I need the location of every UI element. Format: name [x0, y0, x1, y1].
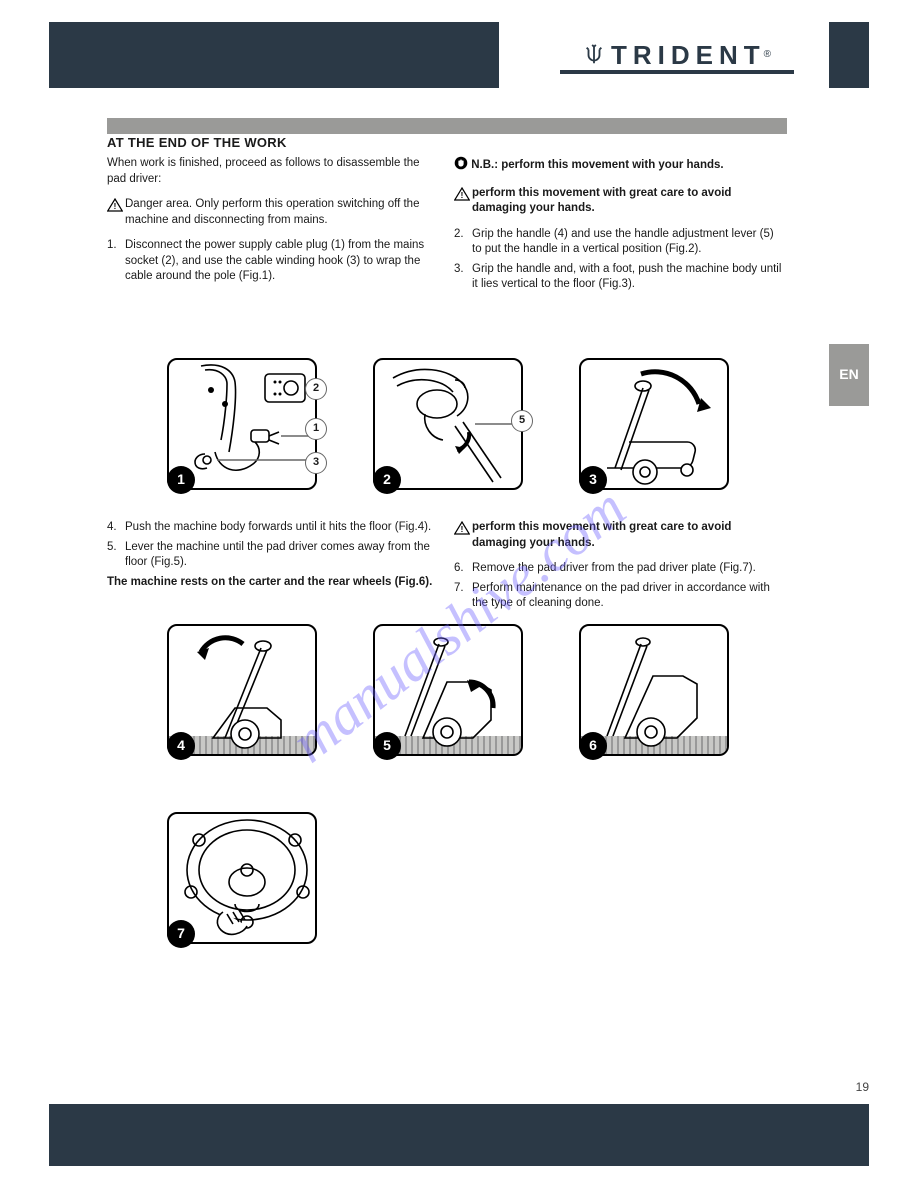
figure-7-badge: 7	[167, 920, 195, 948]
step-7: 7. Perform maintenance on the pad driver…	[454, 581, 784, 612]
hand-icon	[454, 156, 468, 176]
step-2: 2. Grip the handle (4) and use the handl…	[454, 227, 784, 258]
step-6: 6. Remove the pad driver from the pad dr…	[454, 561, 784, 577]
callout-2: 2	[305, 378, 327, 400]
warning-text-2: perform this movement with great care to…	[472, 187, 731, 215]
figure-6: 6	[579, 624, 729, 756]
step-4: 4. Push the machine body forwards until …	[107, 520, 437, 536]
warning-text: Danger area. Only perform this operation…	[125, 197, 437, 228]
body-col-left: When work is finished, proceed as follow…	[107, 156, 437, 289]
figure-1: 2 1 3 1	[167, 358, 317, 490]
body-col-right-2: ! perform this movement with great care …	[454, 520, 784, 616]
header-right-bar	[829, 22, 869, 88]
step-3-text: Grip the handle and, with a foot, push t…	[472, 262, 784, 293]
figure-6-badge: 6	[579, 732, 607, 760]
language-label: EN	[839, 365, 858, 385]
step-5: 5. Lever the machine until the pad drive…	[107, 540, 437, 571]
figure-2-badge: 2	[373, 466, 401, 494]
warning-paragraph-3: ! perform this movement with great care …	[454, 520, 784, 551]
step-1-text: Disconnect the power supply cable plug (…	[125, 238, 437, 285]
section-title: AT THE END OF THE WORK	[107, 134, 287, 152]
body-col-right: N.B.: perform this movement with your ha…	[454, 156, 784, 297]
step-2-text: Grip the handle (4) and use the handle a…	[472, 227, 784, 258]
step-7-number: 7.	[454, 581, 472, 612]
figure-3: 3	[579, 358, 729, 490]
step-1: 1. Disconnect the power supply cable plu…	[107, 238, 437, 285]
figure-3-badge: 3	[579, 466, 607, 494]
step-6-number: 6.	[454, 561, 472, 577]
step-7-text: Perform maintenance on the pad driver in…	[472, 581, 784, 612]
note-text: N.B.: perform this movement with your ha…	[471, 159, 723, 171]
callout-5: 5	[511, 410, 533, 432]
callout-3: 3	[305, 452, 327, 474]
footer-band	[49, 1104, 869, 1166]
svg-text:!: !	[461, 525, 464, 534]
figure-7: 7	[167, 812, 317, 944]
brand-underline	[560, 70, 794, 74]
callout-1: 1	[305, 418, 327, 440]
svg-text:!: !	[114, 202, 117, 211]
page-number: 19	[856, 1079, 869, 1096]
rest-text: The machine rests on the carter and the …	[107, 576, 432, 588]
step-6-text: Remove the pad driver from the pad drive…	[472, 561, 784, 577]
header-left-bar	[49, 22, 499, 88]
figure-1-badge: 1	[167, 466, 195, 494]
step-5-text: Lever the machine until the pad driver c…	[125, 540, 437, 571]
note-paragraph: N.B.: perform this movement with your ha…	[454, 156, 784, 176]
step-4-number: 4.	[107, 520, 125, 536]
brand-text: TRIDENT	[611, 37, 766, 73]
language-tab: EN	[829, 344, 869, 406]
step-4-text: Push the machine body forwards until it …	[125, 520, 437, 536]
warning-triangle-icon: !	[454, 521, 472, 551]
warning-paragraph-2: ! perform this movement with great care …	[454, 186, 784, 217]
figure-5-badge: 5	[373, 732, 401, 760]
step-2-number: 2.	[454, 227, 472, 258]
trident-icon	[583, 44, 605, 66]
rest-paragraph: The machine rests on the carter and the …	[107, 575, 437, 591]
step-3: 3. Grip the handle and, with a foot, pus…	[454, 262, 784, 293]
brand-registered: ®	[764, 48, 771, 62]
warning-triangle-icon: !	[107, 198, 125, 228]
intro-paragraph: When work is finished, proceed as follow…	[107, 156, 437, 187]
svg-text:!: !	[461, 191, 464, 200]
warning-paragraph: ! Danger area. Only perform this operati…	[107, 197, 437, 228]
step-1-number: 1.	[107, 238, 125, 285]
figure-4: 4	[167, 624, 317, 756]
warning-triangle-icon: !	[454, 187, 472, 217]
figure-2: 5 2	[373, 358, 523, 490]
step-3-number: 3.	[454, 262, 472, 293]
section-bar	[107, 118, 787, 134]
step-5-number: 5.	[107, 540, 125, 571]
figure-5: 5	[373, 624, 523, 756]
body-col-left-2: 4. Push the machine body forwards until …	[107, 520, 437, 600]
figure-4-badge: 4	[167, 732, 195, 760]
brand-logo: TRIDENT ®	[560, 40, 794, 70]
warning-text-3: perform this movement with great care to…	[472, 521, 731, 549]
